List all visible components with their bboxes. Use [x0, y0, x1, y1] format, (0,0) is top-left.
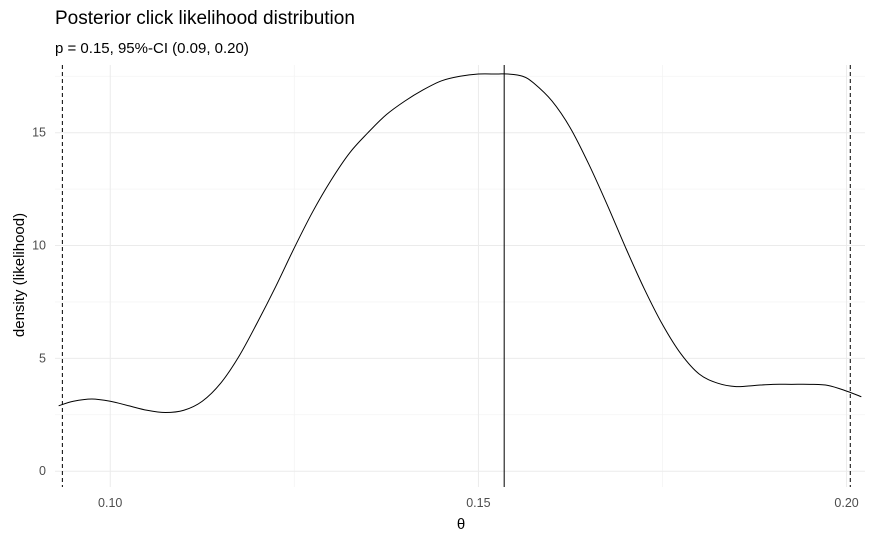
x-tick-label: 0.10 — [98, 496, 122, 510]
reference-lines — [61, 65, 851, 487]
y-tick-label: 5 — [39, 351, 46, 365]
chart-title: Posterior click likelihood distribution — [55, 8, 355, 29]
density-curve — [58, 73, 862, 414]
y-axis-title: density (likelihood) — [11, 213, 28, 337]
y-axis-ticks: 0 5 10 15 — [32, 126, 46, 479]
y-tick-label: 10 — [32, 239, 46, 253]
x-axis-title: θ — [457, 516, 465, 533]
x-tick-label: 0.15 — [466, 496, 490, 510]
minor-gridlines — [55, 65, 865, 487]
chart-subtitle: p = 0.15, 95%-CI (0.09, 0.20) — [55, 40, 249, 57]
series-layer — [58, 73, 862, 414]
major-gridlines — [55, 65, 865, 487]
x-tick-label: 0.20 — [834, 496, 858, 510]
y-tick-label: 15 — [32, 126, 46, 140]
y-tick-label: 0 — [39, 464, 46, 478]
x-axis-ticks: 0.10 0.15 0.20 — [98, 496, 859, 510]
